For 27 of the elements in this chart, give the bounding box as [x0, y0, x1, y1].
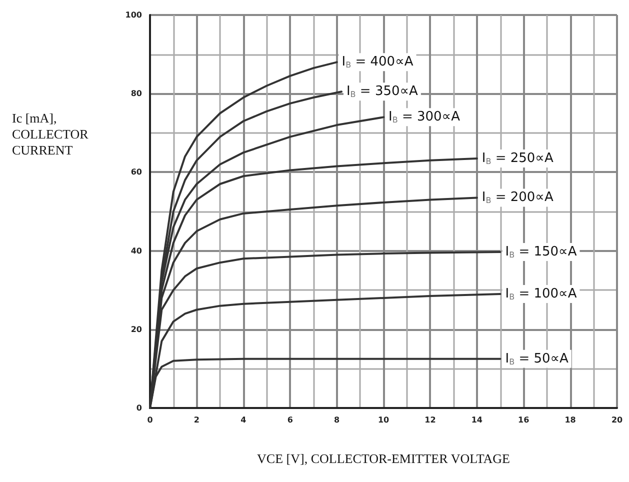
series-label: IB = 250∝A: [482, 150, 554, 166]
series-label: IB = 350∝A: [346, 84, 418, 100]
x-tick-label: 20: [611, 416, 623, 424]
y-axis-title: Ic [mA], COLLECTOR CURRENT: [12, 110, 92, 158]
y-tick-label: 100: [125, 10, 142, 20]
x-tick-label: 6: [287, 416, 294, 424]
series-label: IB = 50∝A: [505, 351, 569, 366]
series-label: IB = 400∝A: [342, 54, 414, 70]
x-tick-label: 16: [518, 416, 530, 424]
x-axis-title: VCE [V], COLLECTOR-EMITTER VOLTAGE: [257, 451, 510, 466]
y-tick-label: 0: [136, 404, 142, 412]
x-tick-label: 12: [424, 416, 436, 424]
y-tick-label: 60: [130, 168, 142, 177]
y-tick-label: 80: [130, 89, 142, 98]
series-label: IB = 300∝A: [388, 110, 460, 125]
x-tick-label: 2: [194, 416, 200, 424]
x-tick-label: 0: [147, 416, 154, 424]
x-tick-label: 18: [564, 416, 576, 424]
x-tick-label: 8: [334, 416, 340, 424]
x-tick-label: 4: [240, 416, 247, 424]
y-tick-label: 40: [130, 246, 142, 256]
y-tick-label: 20: [130, 324, 142, 334]
series-label: IB = 150∝A: [505, 244, 577, 260]
x-tick-label: 14: [471, 416, 483, 424]
x-tick-label: 10: [378, 416, 390, 424]
series-label: IB = 200∝A: [482, 190, 554, 206]
series-label: IB = 100∝A: [505, 286, 577, 302]
